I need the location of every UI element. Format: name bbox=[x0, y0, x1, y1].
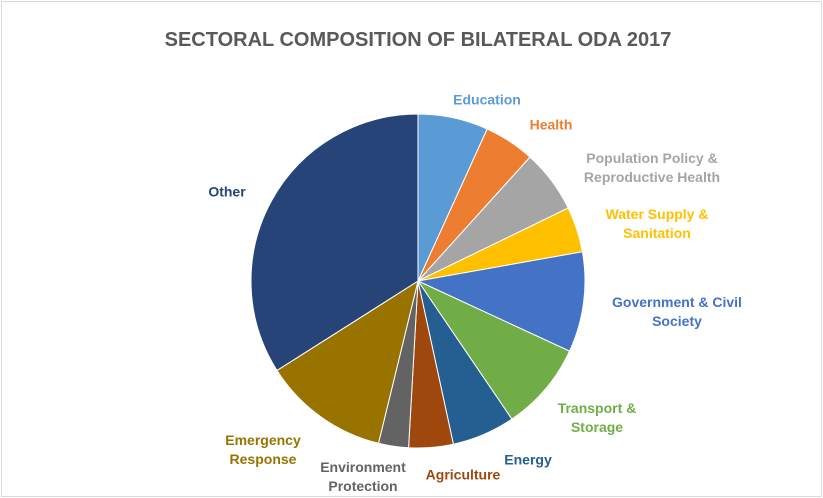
slice-label: Education bbox=[453, 91, 521, 108]
pie-slice bbox=[250, 113, 419, 372]
slice-label: Environment Protection bbox=[320, 459, 406, 494]
slice-label: Government & Civil Society bbox=[612, 294, 742, 329]
slice-label: Population Policy & Reproductive Health bbox=[583, 150, 721, 185]
chart-title: SECTORAL COMPOSITION OF BILATERAL ODA 20… bbox=[165, 29, 672, 51]
slice-label: Energy bbox=[504, 451, 552, 468]
slice-label: Health bbox=[529, 116, 573, 133]
slice-label: Water Supply & Sanitation bbox=[605, 206, 709, 241]
pie-slice bbox=[416, 251, 586, 352]
slice-label: Other bbox=[208, 183, 246, 200]
pie-slice bbox=[276, 279, 419, 444]
slice-label: Agriculture bbox=[425, 466, 501, 483]
slice-label: Transport & Storage bbox=[557, 400, 637, 435]
slice-label: Emergency Response bbox=[225, 432, 301, 467]
pie-slice bbox=[416, 279, 571, 420]
